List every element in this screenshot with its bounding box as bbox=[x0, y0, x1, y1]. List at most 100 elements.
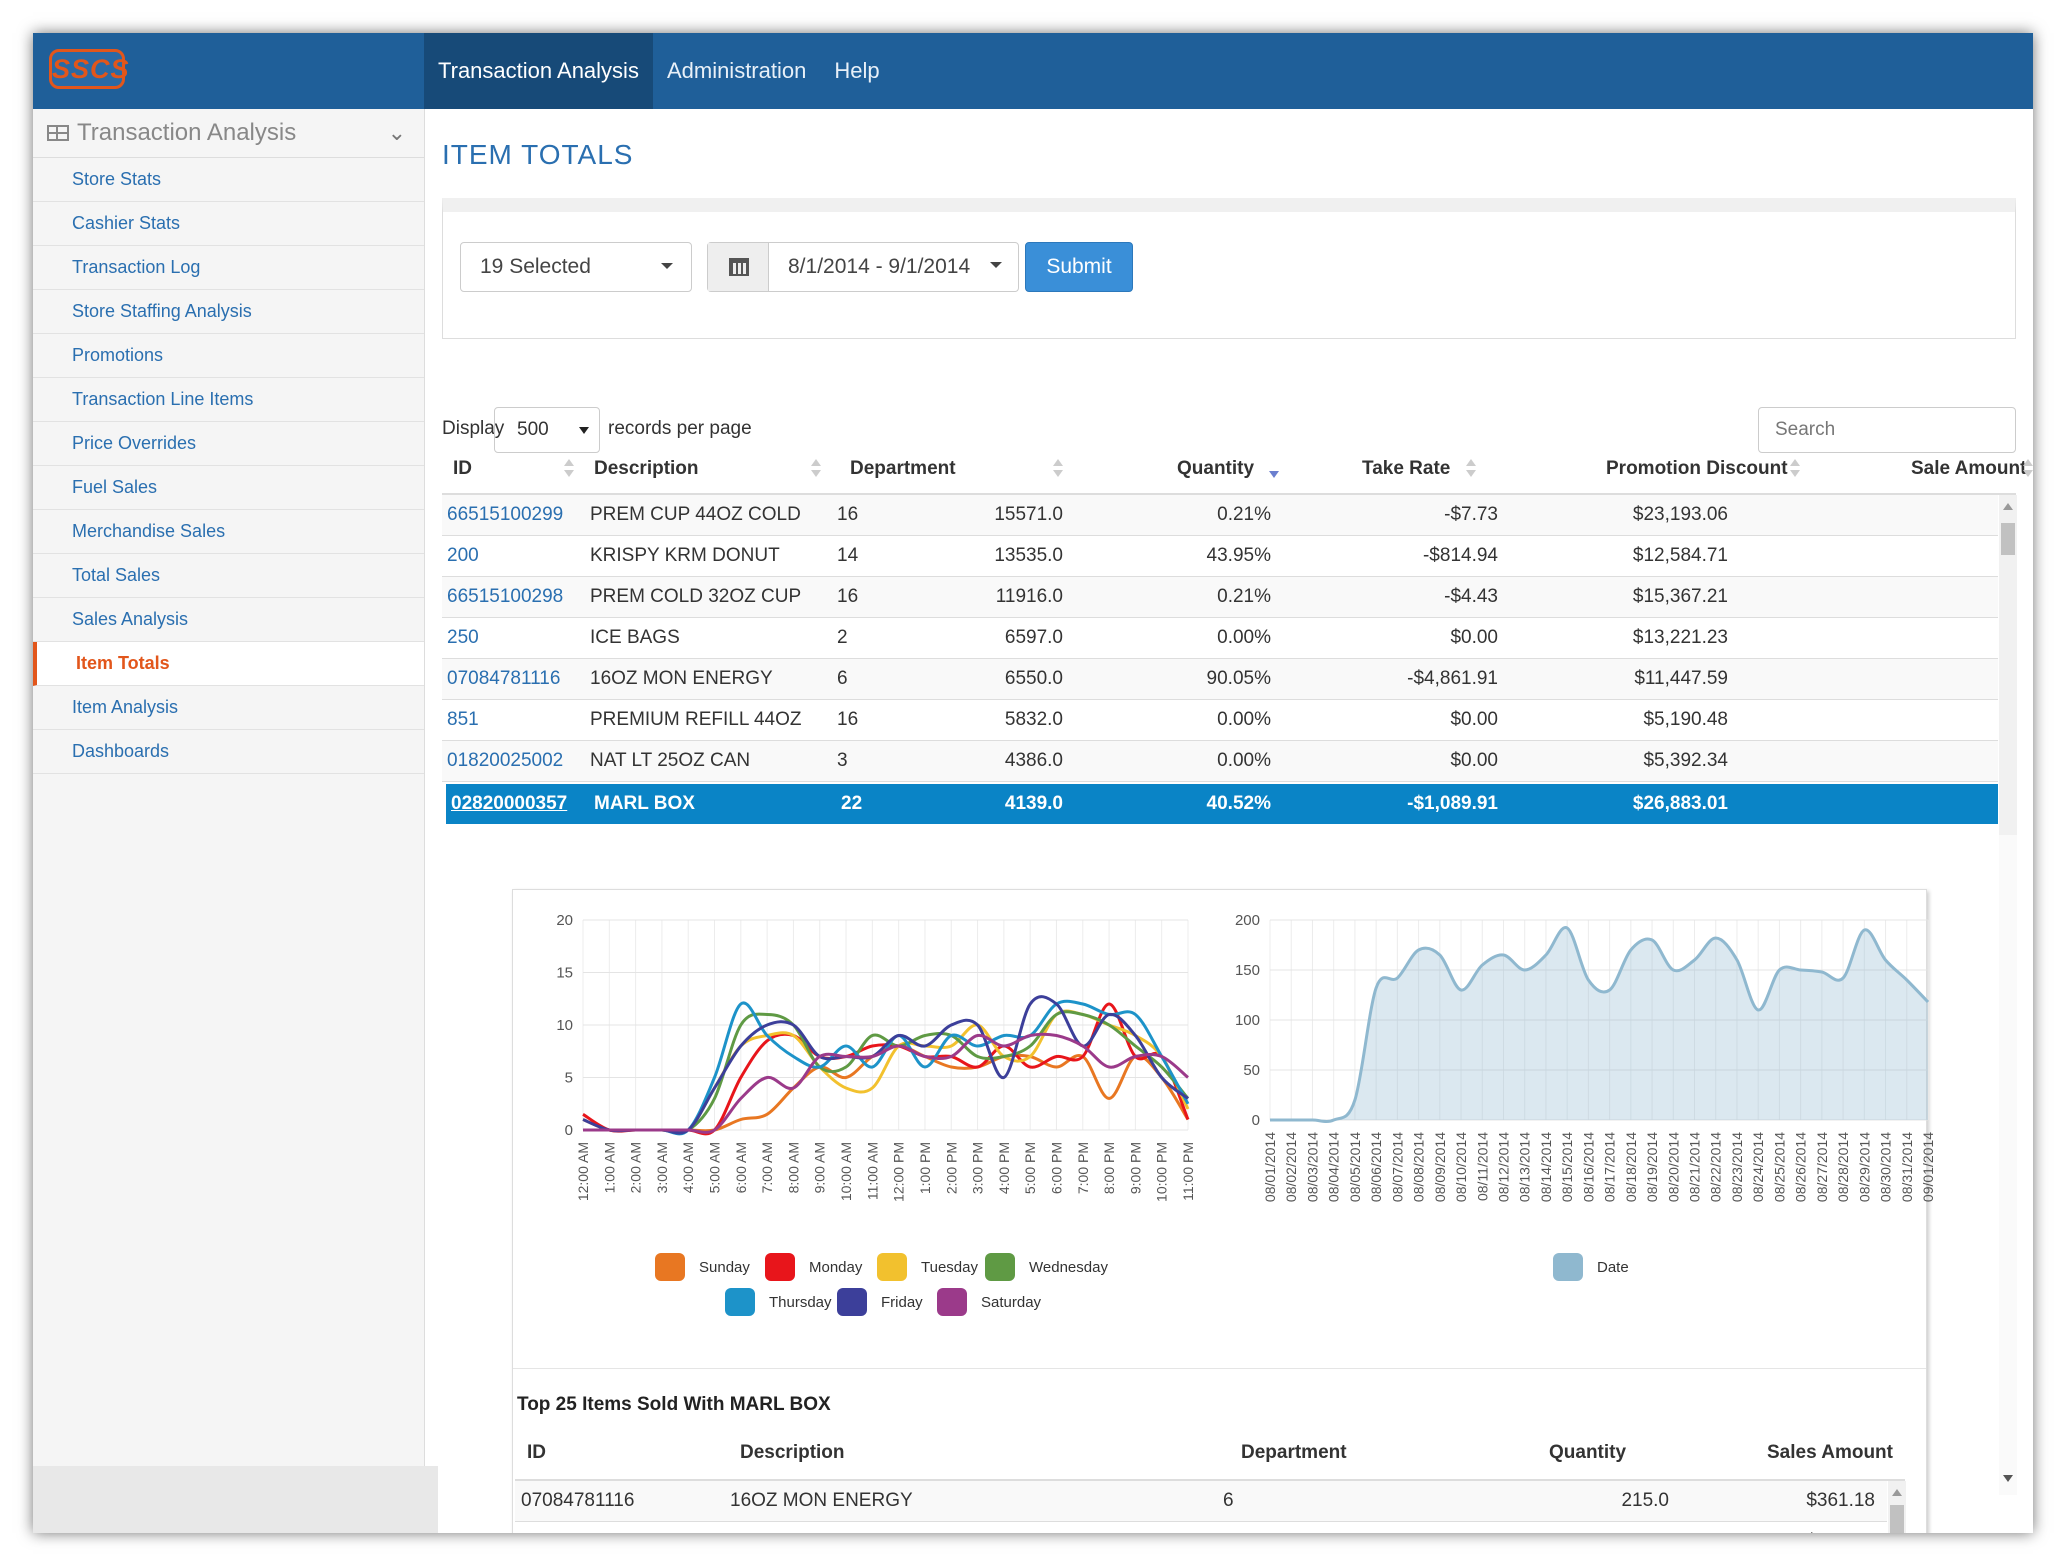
nav-transaction-analysis[interactable]: Transaction Analysis bbox=[424, 33, 653, 109]
table-row[interactable]: 07084781116 16OZ MON ENERGY 6 215.0 $361.18 bbox=[515, 1481, 1887, 1522]
page-size-value: 500 bbox=[517, 419, 549, 440]
item-id-link[interactable]: 250 bbox=[447, 627, 479, 648]
legend-item-date[interactable]: Date bbox=[1553, 1253, 1629, 1281]
table-row[interactable]: 200 KRISPY KRM DONUT 14 13535.0 43.95% -$814.… bbox=[442, 536, 1998, 577]
date-range-picker[interactable]: 8/1/2014 - 9/1/2014 bbox=[707, 242, 1019, 292]
table-row[interactable]: 66515100299 PREM CUP 44OZ COLD 16 171.0 $254… bbox=[515, 1522, 1887, 1533]
sidebar-item-item-totals[interactable]: Item Totals bbox=[33, 642, 424, 686]
legend-item-friday[interactable]: Friday bbox=[837, 1288, 923, 1316]
sidebar-item-cashier-stats[interactable]: Cashier Stats bbox=[33, 202, 424, 246]
item-id-link[interactable]: 66515100299 bbox=[447, 504, 564, 525]
chevron-down-icon[interactable]: ⌄ bbox=[387, 120, 406, 145]
sscs-logo[interactable]: SSCS bbox=[49, 49, 129, 89]
sidebar-item-sales-analysis[interactable]: Sales Analysis bbox=[33, 598, 424, 642]
scroll-up-icon[interactable] bbox=[2003, 503, 2013, 510]
column-header-description[interactable]: Description bbox=[594, 447, 821, 491]
store-multiselect[interactable]: 19 Selected bbox=[460, 242, 692, 292]
column-header-sale-amount[interactable]: Sale Amount bbox=[1911, 447, 2033, 491]
column-header-take-rate[interactable]: Take Rate bbox=[1362, 447, 1476, 491]
sidebar-item-total-sales[interactable]: Total Sales bbox=[33, 554, 424, 598]
x-tick-label: 08/09/2014 bbox=[1432, 1132, 1448, 1202]
column-header-label: Take Rate bbox=[1362, 458, 1451, 479]
table-row[interactable]: 07084781116 16OZ MON ENERGY 6 6550.0 90.05% -… bbox=[442, 659, 1998, 700]
table-row[interactable]: 851 PREMIUM REFILL 44OZ 16 5832.0 0.00% $0.00… bbox=[442, 700, 1998, 741]
x-tick-label: 3:00 PM bbox=[970, 1142, 986, 1194]
sort-icon bbox=[2023, 447, 2033, 491]
scroll-thumb[interactable] bbox=[2001, 523, 2015, 555]
top-items-scrollbar[interactable] bbox=[1888, 1481, 1906, 1533]
sidebar-item-fuel-sales[interactable]: Fuel Sales bbox=[33, 466, 424, 510]
sidebar-section-header[interactable]: Transaction Analysis ⌄ bbox=[33, 109, 424, 158]
legend-item-saturday[interactable]: Saturday bbox=[937, 1288, 1041, 1316]
cell-department: 3 bbox=[837, 750, 848, 771]
x-tick-label: 10:00 AM bbox=[838, 1142, 854, 1201]
cell-promotion-discount: $0.00 bbox=[1450, 750, 1498, 771]
x-tick-label: 1:00 PM bbox=[917, 1142, 933, 1194]
store-multiselect-value: 19 Selected bbox=[480, 255, 591, 278]
sidebar: Transaction Analysis ⌄ Store Stats Cashi… bbox=[33, 109, 438, 1533]
date-addon[interactable] bbox=[708, 243, 769, 291]
sidebar-item-transaction-line-items[interactable]: Transaction Line Items bbox=[33, 378, 424, 422]
sidebar-item-store-stats[interactable]: Store Stats bbox=[33, 158, 424, 202]
sidebar-item-transaction-log[interactable]: Transaction Log bbox=[33, 246, 424, 290]
column-header-quantity[interactable]: Quantity bbox=[1177, 447, 1279, 491]
cell-description: NAT LT 25OZ CAN bbox=[590, 750, 751, 771]
legend-item-sunday[interactable]: Sunday bbox=[655, 1253, 750, 1281]
table-body: 66515100299 PREM CUP 44OZ COLD 16 15571.0 0.… bbox=[442, 495, 1998, 824]
x-tick-label: 6:00 PM bbox=[1048, 1142, 1064, 1194]
top-items-header-id[interactable]: ID bbox=[527, 1442, 546, 1463]
sidebar-item-item-analysis[interactable]: Item Analysis bbox=[33, 686, 424, 730]
page-size-select[interactable]: 500 bbox=[494, 407, 600, 453]
legend-item-tuesday[interactable]: Tuesday bbox=[877, 1253, 978, 1281]
x-tick-label: 2:00 AM bbox=[628, 1142, 644, 1193]
scroll-down-icon[interactable] bbox=[2003, 1475, 2013, 1482]
hourly-sales-chart: 0 5 10 15 20 12:00 AM 1:00 AM 2:00 AM 3:00 AM 4:0… bbox=[556, 912, 1196, 1202]
table-scrollbar[interactable] bbox=[1999, 495, 2017, 835]
column-header-promotion-discount[interactable]: Promotion Discount bbox=[1606, 447, 1800, 491]
daily-sales-chart: 0 50 100 150 200 08/01/2014 08/02/2014 08/03/20… bbox=[1235, 912, 1933, 1202]
cell-department: 16 bbox=[1223, 1522, 1244, 1533]
records-per-page-label: records per page bbox=[608, 418, 752, 439]
legend-item-thursday[interactable]: Thursday bbox=[725, 1288, 832, 1316]
top-items-header-sales-amount[interactable]: Sales Amount bbox=[1767, 1442, 1893, 1463]
legend-swatch bbox=[837, 1288, 867, 1316]
x-tick-label: 08/20/2014 bbox=[1665, 1132, 1681, 1202]
table-row[interactable]: 66515100298 PREM COLD 32OZ CUP 16 11916.0 0.… bbox=[442, 577, 1998, 618]
item-id-link[interactable]: 01820025002 bbox=[447, 750, 564, 771]
column-header-id[interactable]: ID bbox=[453, 447, 574, 491]
item-id-link[interactable]: 851 bbox=[447, 709, 479, 730]
table-row[interactable]: 01820025002 NAT LT 25OZ CAN 3 4386.0 0.00% $0… bbox=[442, 741, 1998, 782]
scroll-thumb[interactable] bbox=[1890, 1505, 1904, 1533]
nav-administration[interactable]: Administration bbox=[666, 58, 807, 83]
search-input[interactable] bbox=[1758, 407, 2016, 453]
top-items-header-department[interactable]: Department bbox=[1241, 1442, 1347, 1463]
top-items-header-description[interactable]: Description bbox=[740, 1442, 845, 1463]
legend-item-monday[interactable]: Monday bbox=[765, 1253, 862, 1281]
cell-quantity: 4386.0 bbox=[1004, 750, 1063, 771]
cell-sale-amount: $23,193.06 bbox=[1632, 504, 1728, 525]
nav-help[interactable]: Help bbox=[834, 58, 880, 83]
legend-item-wednesday[interactable]: Wednesday bbox=[985, 1253, 1108, 1281]
sidebar-item-merchandise-sales[interactable]: Merchandise Sales bbox=[33, 510, 424, 554]
item-id-link[interactable]: 07084781116 bbox=[447, 668, 561, 689]
cell-id: 66515100299 bbox=[521, 1522, 637, 1533]
top-items-header-quantity[interactable]: Quantity bbox=[1549, 1442, 1627, 1463]
table-row[interactable]: 66515100299 PREM CUP 44OZ COLD 16 15571.0 0.… bbox=[442, 495, 1998, 536]
sidebar-item-price-overrides[interactable]: Price Overrides bbox=[33, 422, 424, 466]
x-tick-label: 08/07/2014 bbox=[1389, 1132, 1405, 1202]
details-scrollbar[interactable] bbox=[1999, 835, 2017, 1495]
submit-button[interactable]: Submit bbox=[1025, 242, 1133, 292]
sidebar-item-store-staffing-analysis[interactable]: Store Staffing Analysis bbox=[33, 290, 424, 334]
table-row-selected[interactable]: 02820000357 MARL BOX 22 4139.0 40.52% -$1,089… bbox=[446, 784, 1998, 824]
column-header-department[interactable]: Department bbox=[850, 447, 1063, 491]
item-id-link[interactable]: 66515100298 bbox=[447, 586, 564, 607]
sidebar-item-promotions[interactable]: Promotions bbox=[33, 334, 424, 378]
scroll-up-icon[interactable] bbox=[1892, 1489, 1902, 1496]
series-area-date bbox=[1270, 927, 1928, 1122]
item-id-link[interactable]: 02820000357 bbox=[451, 793, 568, 814]
table-row[interactable]: 250 ICE BAGS 2 6597.0 0.00% $0.00 $13,221.23 bbox=[442, 618, 1998, 659]
item-id-link[interactable]: 200 bbox=[447, 545, 479, 566]
legend-swatch bbox=[1553, 1253, 1583, 1281]
section-divider bbox=[513, 1368, 1926, 1369]
sidebar-item-dashboards[interactable]: Dashboards bbox=[33, 730, 424, 774]
